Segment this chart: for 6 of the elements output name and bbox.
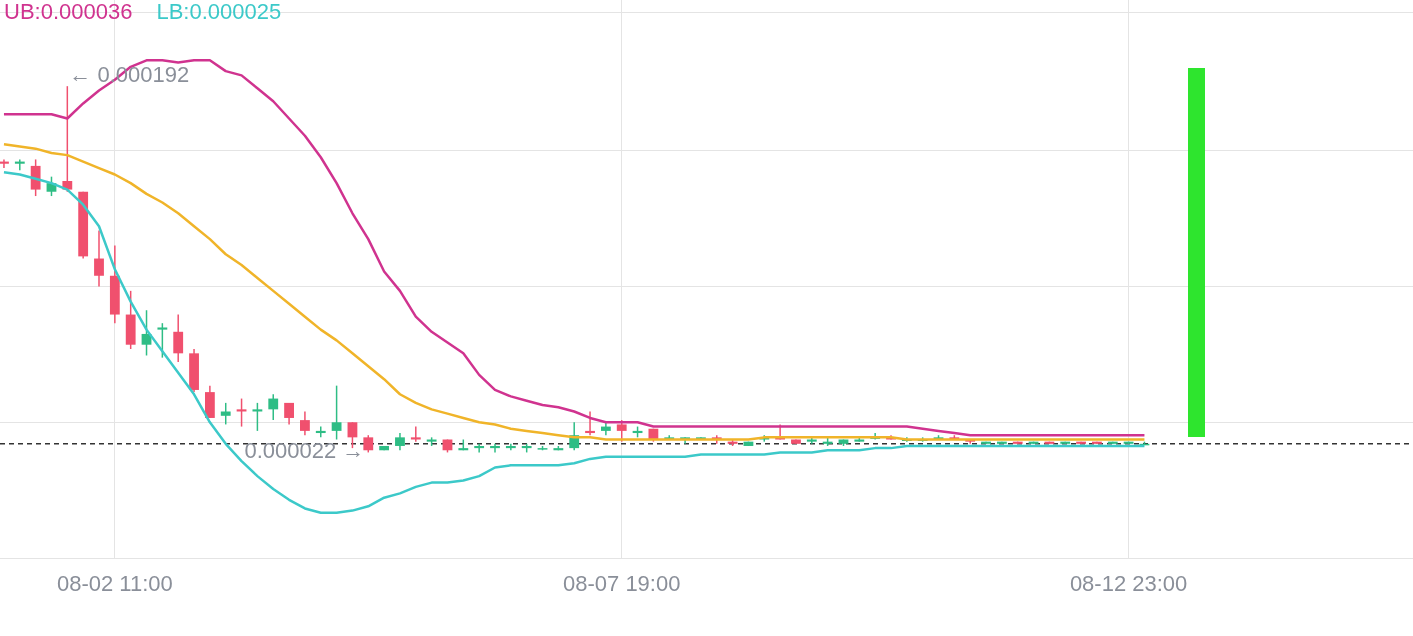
x-tick-label: 08-12 23:00 — [1069, 571, 1188, 597]
series-label: UB:0.000036 — [4, 0, 133, 25]
x-tick-label: 08-07 19:00 — [563, 571, 681, 597]
text: LB:0.000025 — [156, 0, 282, 25]
x-tick-label: 08-02 11:00 — [56, 571, 173, 597]
annotation: 0.000022 → — [244, 438, 365, 464]
